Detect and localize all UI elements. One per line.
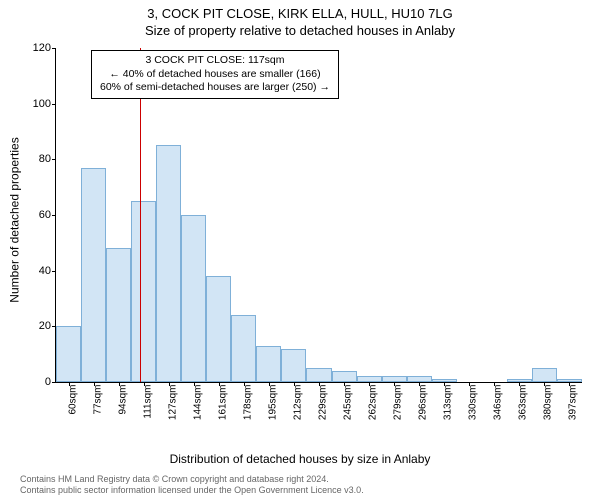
- x-tick-mark: [519, 382, 520, 386]
- y-tick-mark: [52, 159, 56, 160]
- y-tick-label: 60: [21, 209, 51, 221]
- y-tick-mark: [52, 48, 56, 49]
- x-tick-mark: [544, 382, 545, 386]
- x-tick-label: 397sqm: [568, 385, 579, 421]
- x-tick-label: 178sqm: [242, 385, 253, 421]
- histogram-bar: [206, 276, 231, 382]
- histogram-bar: [306, 368, 331, 382]
- annotation-box: 3 COCK PIT CLOSE: 117sqm← 40% of detache…: [91, 50, 339, 99]
- x-tick-mark: [194, 382, 195, 386]
- x-tick-mark: [94, 382, 95, 386]
- x-tick-label: 363sqm: [518, 385, 529, 421]
- y-tick-label: 20: [21, 320, 51, 332]
- x-tick-mark: [169, 382, 170, 386]
- x-tick-mark: [569, 382, 570, 386]
- x-tick-mark: [244, 382, 245, 386]
- x-tick-label: 144sqm: [192, 385, 203, 421]
- y-tick-label: 40: [21, 265, 51, 277]
- y-tick-label: 80: [21, 153, 51, 165]
- y-tick-label: 100: [21, 98, 51, 110]
- page-title: 3, COCK PIT CLOSE, KIRK ELLA, HULL, HU10…: [0, 6, 600, 21]
- x-tick-label: 161sqm: [217, 385, 228, 421]
- x-tick-label: 127sqm: [167, 385, 178, 421]
- x-tick-mark: [394, 382, 395, 386]
- histogram-bar: [256, 346, 281, 382]
- histogram-bar: [131, 201, 156, 382]
- histogram-bar: [231, 315, 256, 382]
- histogram-bar: [81, 168, 106, 382]
- x-tick-label: 313sqm: [443, 385, 454, 421]
- annotation-line: 3 COCK PIT CLOSE: 117sqm: [100, 54, 330, 68]
- x-tick-mark: [444, 382, 445, 386]
- x-tick-label: 296sqm: [418, 385, 429, 421]
- x-tick-label: 77sqm: [92, 385, 103, 415]
- x-tick-mark: [419, 382, 420, 386]
- footer-line-1: Contains HM Land Registry data © Crown c…: [20, 474, 580, 485]
- histogram-bar: [532, 368, 557, 382]
- histogram-bar: [332, 371, 357, 382]
- annotation-line: 60% of semi-detached houses are larger (…: [100, 81, 330, 95]
- x-tick-label: 229sqm: [318, 385, 329, 421]
- x-tick-mark: [494, 382, 495, 386]
- chart-plot-area: 02040608010012060sqm77sqm94sqm111sqm127s…: [55, 48, 582, 383]
- x-tick-mark: [319, 382, 320, 386]
- x-axis-title: Distribution of detached houses by size …: [0, 452, 600, 466]
- histogram-bar: [281, 349, 306, 382]
- x-tick-label: 212sqm: [292, 385, 303, 421]
- x-tick-label: 346sqm: [493, 385, 504, 421]
- x-tick-label: 330sqm: [468, 385, 479, 421]
- footer-attribution: Contains HM Land Registry data © Crown c…: [20, 474, 580, 497]
- x-tick-mark: [119, 382, 120, 386]
- y-tick-mark: [52, 271, 56, 272]
- annotation-line: ← 40% of detached houses are smaller (16…: [100, 68, 330, 82]
- y-tick-label: 120: [21, 42, 51, 54]
- y-tick-label: 0: [21, 376, 51, 388]
- x-tick-label: 262sqm: [368, 385, 379, 421]
- y-tick-mark: [52, 104, 56, 105]
- footer-line-2: Contains public sector information licen…: [20, 485, 580, 496]
- x-tick-label: 111sqm: [142, 385, 153, 419]
- x-tick-mark: [469, 382, 470, 386]
- x-tick-label: 380sqm: [543, 385, 554, 421]
- histogram-bar: [156, 145, 181, 382]
- histogram-bar: [181, 215, 206, 382]
- x-tick-mark: [144, 382, 145, 386]
- x-tick-label: 245sqm: [343, 385, 354, 421]
- x-tick-mark: [294, 382, 295, 386]
- x-tick-mark: [344, 382, 345, 386]
- y-tick-mark: [52, 382, 56, 383]
- x-tick-mark: [269, 382, 270, 386]
- x-tick-label: 195sqm: [267, 385, 278, 421]
- histogram-bar: [106, 248, 131, 382]
- page-subtitle: Size of property relative to detached ho…: [0, 23, 600, 38]
- x-tick-label: 279sqm: [393, 385, 404, 421]
- histogram-bar: [56, 326, 81, 382]
- y-tick-mark: [52, 326, 56, 327]
- y-tick-mark: [52, 215, 56, 216]
- x-tick-label: 94sqm: [117, 385, 128, 415]
- x-tick-mark: [219, 382, 220, 386]
- x-tick-mark: [69, 382, 70, 386]
- x-tick-label: 60sqm: [67, 385, 78, 415]
- x-tick-mark: [369, 382, 370, 386]
- y-axis-title-text: Number of detached properties: [8, 137, 22, 302]
